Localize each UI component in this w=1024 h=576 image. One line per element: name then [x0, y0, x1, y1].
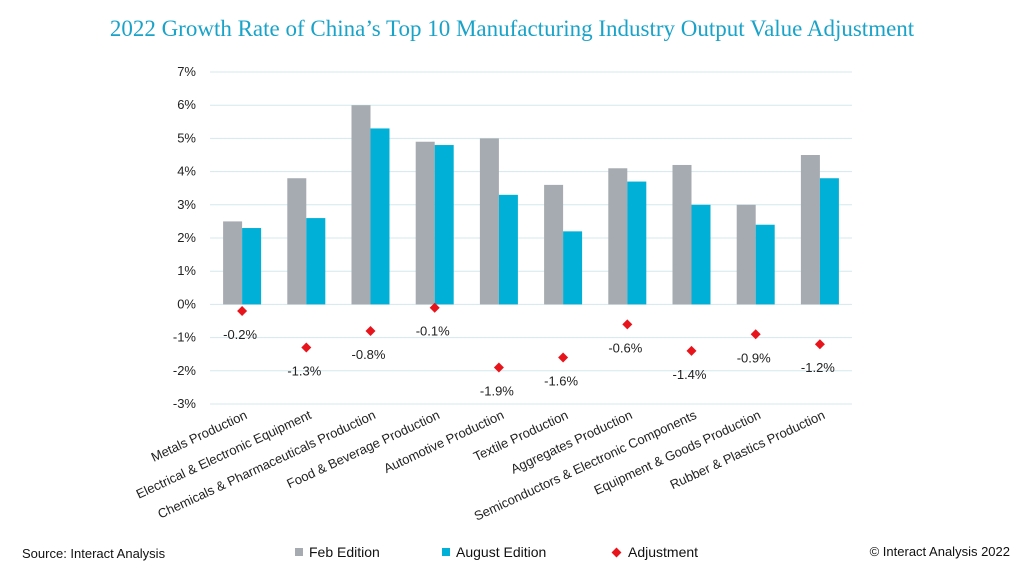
- legend-swatch-feb: [295, 548, 303, 556]
- source-note: Source: Interact Analysis: [22, 546, 166, 561]
- adjustment-data-label: -1.3%: [287, 364, 321, 379]
- adjustment-marker: [493, 362, 504, 373]
- legend-label-adjustment: Adjustment: [628, 544, 699, 560]
- adjustment-marker: [237, 306, 248, 317]
- bar-feb-edition: [544, 184, 564, 305]
- category-label: Automotive Production: [381, 407, 506, 476]
- legend-label-august: August Edition: [456, 544, 547, 560]
- y-tick-label: 4%: [177, 164, 196, 179]
- bar-august-edition: [691, 204, 711, 305]
- bar-august-edition: [498, 194, 518, 305]
- bars: [223, 105, 839, 305]
- adjustment-data-label: -0.2%: [223, 327, 257, 342]
- adjustment-marker: [814, 339, 825, 350]
- y-tick-label: -1%: [173, 330, 197, 345]
- bar-feb-edition: [800, 155, 820, 305]
- y-tick-label: 3%: [177, 197, 196, 212]
- adjustment-data-label: -1.4%: [673, 367, 707, 382]
- bar-august-edition: [819, 178, 839, 305]
- adjustment-marker: [365, 325, 376, 336]
- adjustment-markers: [237, 302, 825, 373]
- y-tick-label: 7%: [177, 64, 196, 79]
- legend-feb-edition: Feb Edition: [295, 544, 380, 560]
- chart-title: 2022 Growth Rate of China’s Top 10 Manuf…: [109, 16, 915, 41]
- adjustment-data-label: -0.9%: [737, 350, 771, 365]
- y-tick-label: -3%: [173, 396, 197, 411]
- y-tick-label: 5%: [177, 130, 196, 145]
- y-tick-label: 1%: [177, 263, 196, 278]
- bar-chart: 7% 6% 5% 4% 3% 2% 1% 0% -1% -2% -3% -0.2% -1.3% -0.8…: [134, 64, 852, 524]
- adjustment-labels: -0.2% -1.3% -0.8% -0.1% -1.9% -1.6% -0.6% -1.4%…: [223, 324, 835, 399]
- adjustment-data-label: -0.8%: [352, 347, 386, 362]
- y-tick-label: 0%: [177, 296, 196, 311]
- adjustment-marker: [558, 352, 569, 363]
- bar-feb-edition: [608, 168, 628, 305]
- adjustment-marker: [750, 329, 761, 340]
- adjustment-data-label: -1.9%: [480, 383, 514, 398]
- bar-august-edition: [755, 224, 775, 305]
- bar-feb-edition: [223, 221, 243, 305]
- y-tick-label: 2%: [177, 230, 196, 245]
- bar-august-edition: [563, 231, 583, 305]
- adjustment-data-label: -1.2%: [801, 360, 835, 375]
- adjustment-marker: [686, 345, 697, 356]
- bar-august-edition: [242, 228, 262, 305]
- y-tick-label: 6%: [177, 97, 196, 112]
- bar-august-edition: [627, 181, 647, 305]
- bar-feb-edition: [287, 178, 307, 305]
- bar-feb-edition: [672, 164, 692, 305]
- legend-adjustment: Adjustment: [611, 544, 699, 560]
- bar-feb-edition: [351, 105, 371, 305]
- bar-august-edition: [434, 145, 454, 305]
- bar-feb-edition: [415, 141, 435, 305]
- bar-august-edition: [370, 128, 390, 305]
- adjustment-data-label: -0.6%: [608, 340, 642, 355]
- legend-august-edition: August Edition: [442, 544, 546, 560]
- legend-label-feb: Feb Edition: [309, 544, 380, 560]
- adjustment-marker: [429, 302, 440, 313]
- bar-august-edition: [306, 218, 326, 305]
- y-tick-label: -2%: [173, 363, 197, 378]
- copyright-note: © Interact Analysis 2022: [869, 544, 1010, 559]
- adjustment-marker: [301, 342, 312, 353]
- legend-diamond-adjustment: [611, 547, 622, 557]
- bar-feb-edition: [479, 138, 499, 305]
- bar-feb-edition: [736, 204, 756, 305]
- adjustment-data-label: -1.6%: [544, 374, 578, 389]
- legend-swatch-august: [442, 548, 450, 556]
- y-axis-ticks: 7% 6% 5% 4% 3% 2% 1% 0% -1% -2% -3%: [173, 64, 197, 411]
- adjustment-data-label: -0.1%: [416, 324, 450, 339]
- adjustment-marker: [622, 319, 633, 330]
